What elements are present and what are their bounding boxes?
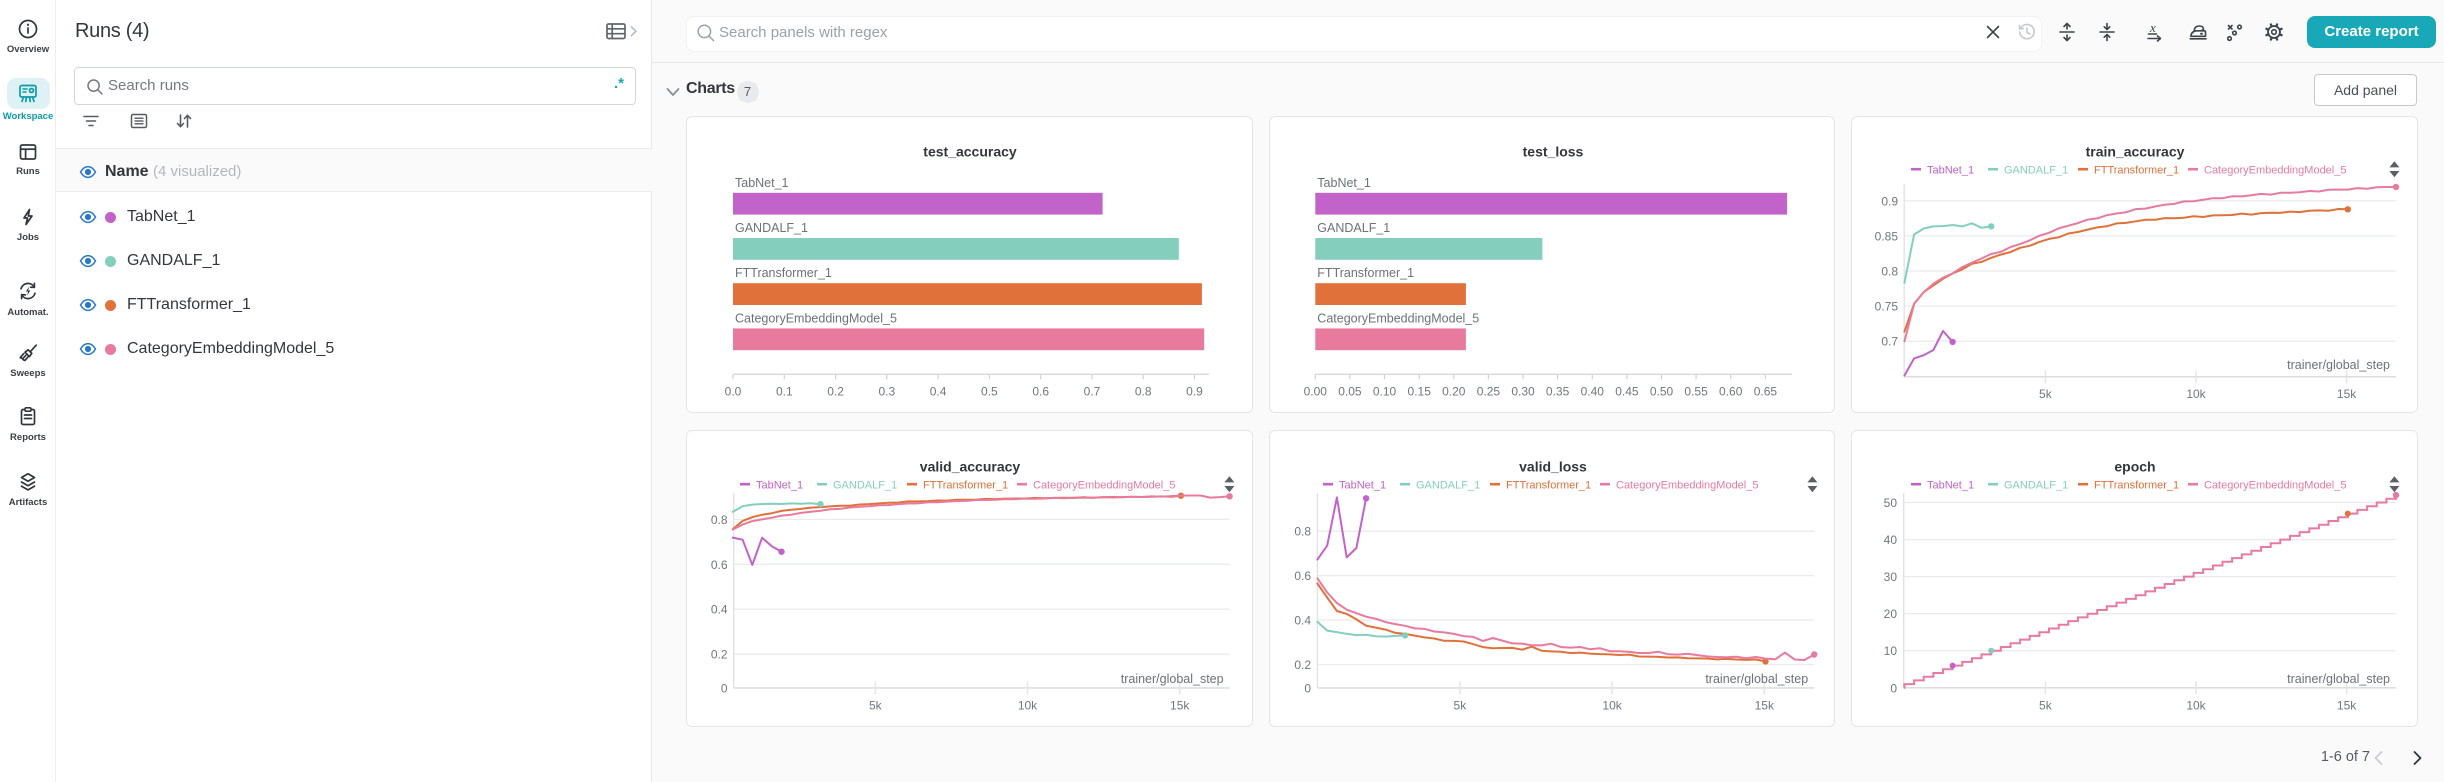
svg-text:test_accuracy: test_accuracy xyxy=(923,143,1017,159)
svg-text:20: 20 xyxy=(1884,607,1898,621)
svg-text:TabNet_1: TabNet_1 xyxy=(1927,480,1974,492)
svg-text:0.3: 0.3 xyxy=(878,384,895,398)
svg-text:0.10: 0.10 xyxy=(1372,384,1396,398)
svg-text:0.25: 0.25 xyxy=(1476,384,1500,398)
svg-text:FTTransformer_1: FTTransformer_1 xyxy=(923,480,1008,492)
svg-text:TabNet_1: TabNet_1 xyxy=(1339,480,1386,492)
svg-text:valid_accuracy: valid_accuracy xyxy=(920,459,1021,475)
svg-text:trainer/global_step: trainer/global_step xyxy=(1121,672,1224,686)
svg-text:0.6: 0.6 xyxy=(1032,384,1049,398)
svg-text:0.2: 0.2 xyxy=(1294,658,1311,672)
svg-text:CategoryEmbeddingModel_5: CategoryEmbeddingModel_5 xyxy=(2204,164,2346,176)
svg-text:FTTransformer_1: FTTransformer_1 xyxy=(2094,164,2179,176)
svg-text:0.4: 0.4 xyxy=(711,603,728,617)
svg-text:15k: 15k xyxy=(2337,699,2357,713)
svg-text:test_loss: test_loss xyxy=(1522,143,1583,159)
svg-text:FTTransformer_1: FTTransformer_1 xyxy=(735,266,832,280)
svg-text:0.9: 0.9 xyxy=(1186,384,1203,398)
svg-text:0.05: 0.05 xyxy=(1338,384,1362,398)
svg-text:CategoryEmbeddingModel_5: CategoryEmbeddingModel_5 xyxy=(1033,480,1175,492)
svg-text:40: 40 xyxy=(1884,533,1898,547)
svg-text:10k: 10k xyxy=(2186,387,2206,401)
svg-text:0: 0 xyxy=(1890,681,1897,695)
svg-text:FTTransformer_1: FTTransformer_1 xyxy=(1506,480,1591,492)
svg-text:0.55: 0.55 xyxy=(1684,384,1708,398)
svg-text:15k: 15k xyxy=(1754,699,1774,713)
svg-text:0.1: 0.1 xyxy=(776,384,793,398)
svg-text:0.20: 0.20 xyxy=(1442,384,1466,398)
svg-text:0.45: 0.45 xyxy=(1615,384,1639,398)
svg-text:epoch: epoch xyxy=(2114,459,2155,475)
svg-text:trainer/global_step: trainer/global_step xyxy=(2287,672,2390,686)
svg-text:0.8: 0.8 xyxy=(1294,525,1311,539)
svg-text:GANDALF_1: GANDALF_1 xyxy=(833,480,897,492)
svg-text:trainer/global_step: trainer/global_step xyxy=(2287,358,2390,372)
svg-text:GANDALF_1: GANDALF_1 xyxy=(735,221,808,235)
svg-text:10k: 10k xyxy=(2186,699,2206,713)
svg-text:GANDALF_1: GANDALF_1 xyxy=(2004,164,2068,176)
svg-text:TabNet_1: TabNet_1 xyxy=(1317,175,1371,189)
svg-text:0.00: 0.00 xyxy=(1303,384,1327,398)
svg-text:0.6: 0.6 xyxy=(1294,569,1311,583)
svg-text:0.30: 0.30 xyxy=(1511,384,1535,398)
svg-text:0.85: 0.85 xyxy=(1875,229,1899,243)
svg-text:0.0: 0.0 xyxy=(725,384,742,398)
svg-text:0.75: 0.75 xyxy=(1875,299,1899,313)
svg-text:10k: 10k xyxy=(1602,699,1622,713)
svg-text:0: 0 xyxy=(1304,681,1311,695)
svg-text:0.40: 0.40 xyxy=(1580,384,1604,398)
svg-text:0.5: 0.5 xyxy=(981,384,998,398)
svg-text:TabNet_1: TabNet_1 xyxy=(1927,164,1974,176)
svg-text:30: 30 xyxy=(1884,570,1898,584)
svg-text:0.7: 0.7 xyxy=(1881,334,1898,348)
svg-text:10: 10 xyxy=(1884,644,1898,658)
svg-text:5k: 5k xyxy=(2039,387,2053,401)
svg-text:0.4: 0.4 xyxy=(1294,614,1311,628)
svg-text:15k: 15k xyxy=(2337,387,2357,401)
svg-text:CategoryEmbeddingModel_5: CategoryEmbeddingModel_5 xyxy=(2204,480,2346,492)
svg-text:GANDALF_1: GANDALF_1 xyxy=(2004,480,2068,492)
svg-text:0.4: 0.4 xyxy=(930,384,947,398)
svg-text:valid_loss: valid_loss xyxy=(1519,459,1587,475)
svg-text:0.6: 0.6 xyxy=(711,558,728,572)
svg-text:GANDALF_1: GANDALF_1 xyxy=(1416,480,1480,492)
svg-text:x: x xyxy=(2149,21,2156,35)
svg-text:0.8: 0.8 xyxy=(1881,264,1898,278)
svg-text:CategoryEmbeddingModel_5: CategoryEmbeddingModel_5 xyxy=(1317,311,1479,325)
svg-text:FTTransformer_1: FTTransformer_1 xyxy=(2094,480,2179,492)
svg-text:TabNet_1: TabNet_1 xyxy=(756,480,803,492)
svg-text:5k: 5k xyxy=(2039,699,2053,713)
svg-text:CategoryEmbeddingModel_5: CategoryEmbeddingModel_5 xyxy=(1616,480,1758,492)
svg-text:0.60: 0.60 xyxy=(1719,384,1743,398)
svg-text:0.8: 0.8 xyxy=(711,513,728,527)
svg-text:0.2: 0.2 xyxy=(827,384,844,398)
svg-text:5k: 5k xyxy=(869,699,883,713)
svg-text:trainer/global_step: trainer/global_step xyxy=(1705,672,1808,686)
svg-text:0.8: 0.8 xyxy=(1135,384,1152,398)
svg-text:0.7: 0.7 xyxy=(1084,384,1101,398)
svg-text:FTTransformer_1: FTTransformer_1 xyxy=(1317,266,1414,280)
svg-text:0.35: 0.35 xyxy=(1545,384,1569,398)
svg-text:GANDALF_1: GANDALF_1 xyxy=(1317,221,1390,235)
svg-text:50: 50 xyxy=(1884,496,1898,510)
svg-text:CategoryEmbeddingModel_5: CategoryEmbeddingModel_5 xyxy=(735,311,897,325)
svg-text:0.15: 0.15 xyxy=(1407,384,1431,398)
svg-text:15k: 15k xyxy=(1170,699,1190,713)
svg-text:0.50: 0.50 xyxy=(1649,384,1673,398)
svg-text:train_accuracy: train_accuracy xyxy=(2086,143,2185,159)
svg-text:5k: 5k xyxy=(1453,699,1467,713)
svg-text:0.9: 0.9 xyxy=(1881,194,1898,208)
svg-text:10k: 10k xyxy=(1018,699,1038,713)
svg-text:0.65: 0.65 xyxy=(1753,384,1777,398)
svg-text:0: 0 xyxy=(721,681,728,695)
svg-text:TabNet_1: TabNet_1 xyxy=(735,175,789,189)
svg-text:0.2: 0.2 xyxy=(711,648,728,662)
